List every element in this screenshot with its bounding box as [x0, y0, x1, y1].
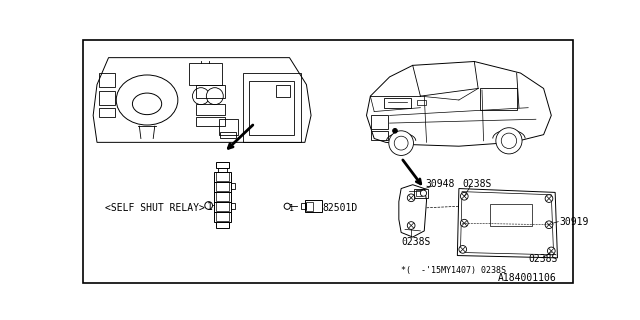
Bar [307, 202, 312, 211]
Circle shape [393, 129, 397, 133]
Bar [220, 132, 236, 139]
Bar [417, 100, 426, 105]
Bar [214, 192, 231, 202]
Circle shape [394, 136, 408, 150]
Circle shape [420, 190, 427, 196]
Circle shape [501, 133, 516, 148]
Circle shape [407, 194, 415, 202]
Bar [214, 202, 231, 212]
Bar [414, 188, 428, 198]
Bar [214, 212, 231, 222]
Bar [243, 73, 301, 142]
Bar [276, 84, 289, 97]
Bar [480, 88, 516, 110]
Circle shape [547, 247, 555, 255]
Text: <SELF SHUT RELAY>: <SELF SHUT RELAY> [105, 203, 205, 213]
Bar [216, 212, 230, 221]
Circle shape [545, 195, 553, 203]
Bar [216, 203, 230, 211]
Text: 82501D: 82501D [323, 203, 358, 213]
Text: 1: 1 [289, 204, 294, 212]
Bar [250, 81, 294, 135]
Bar [216, 182, 230, 191]
Bar [218, 168, 227, 172]
Bar [99, 91, 115, 105]
Bar [196, 117, 225, 126]
Text: 1: 1 [207, 203, 213, 212]
Text: 30948: 30948 [426, 179, 455, 189]
Text: 0238S: 0238S [462, 179, 492, 189]
Circle shape [389, 131, 413, 156]
Circle shape [460, 192, 468, 200]
Bar [371, 116, 388, 129]
Bar [216, 222, 228, 228]
Text: 0238S: 0238S [401, 237, 431, 247]
Bar [216, 172, 230, 181]
Circle shape [460, 219, 468, 227]
Bar [219, 119, 238, 135]
Bar [490, 204, 532, 226]
Bar [216, 192, 230, 201]
Bar [214, 172, 231, 182]
Bar [416, 190, 422, 196]
Circle shape [284, 203, 291, 209]
Circle shape [459, 245, 467, 253]
Circle shape [496, 128, 522, 154]
Bar [214, 182, 231, 192]
Text: A184001106: A184001106 [497, 273, 556, 283]
Bar [196, 84, 225, 99]
Bar [231, 183, 235, 189]
Bar [231, 203, 235, 209]
Bar [216, 162, 228, 168]
Bar [301, 203, 306, 209]
Bar [189, 63, 221, 84]
Circle shape [407, 222, 415, 229]
Bar [196, 104, 225, 116]
Circle shape [193, 88, 209, 105]
Circle shape [545, 221, 553, 228]
Bar [371, 131, 388, 140]
Text: *(  -'15MY1407) 0238S: *( -'15MY1407) 0238S [401, 266, 506, 275]
Text: 0238S: 0238S [528, 254, 557, 264]
Bar [305, 200, 322, 212]
Text: 30919: 30919 [559, 217, 588, 227]
Circle shape [206, 88, 223, 105]
Bar [99, 73, 115, 87]
Bar [99, 108, 115, 117]
Bar [384, 99, 411, 108]
Circle shape [205, 202, 212, 209]
